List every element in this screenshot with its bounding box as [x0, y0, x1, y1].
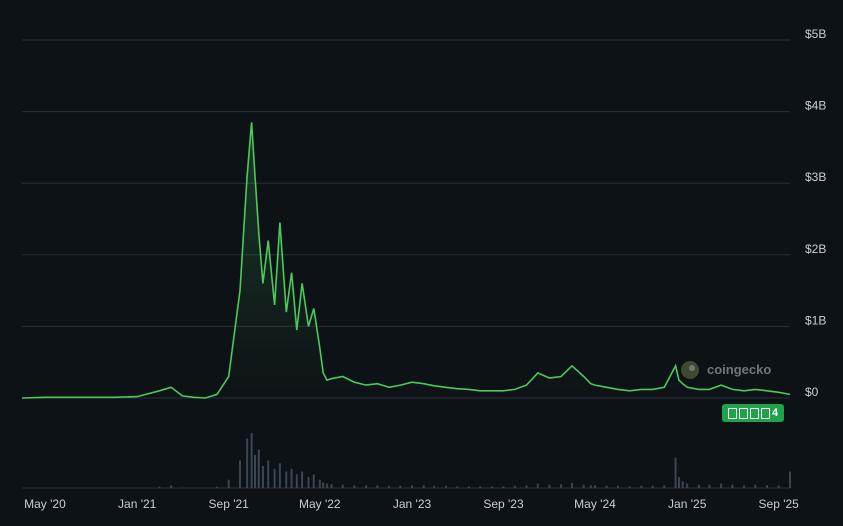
volume-bar — [301, 471, 304, 488]
volume-bar — [754, 484, 757, 488]
volume-bar — [376, 485, 379, 488]
x-tick-label: May '20 — [24, 497, 66, 511]
volume-bar — [250, 433, 253, 488]
volume-bar — [479, 486, 482, 488]
volume-bar — [246, 438, 249, 488]
volume-bar — [616, 485, 619, 488]
news-icon — [749, 407, 759, 419]
volume-bar — [681, 481, 684, 488]
volume-bar — [777, 485, 780, 488]
volume-bar — [257, 449, 260, 488]
volume-bar — [731, 484, 734, 488]
volume-bar — [677, 477, 680, 488]
volume-bar — [158, 486, 161, 488]
x-tick-label: Sep '21 — [209, 497, 250, 511]
volume-bar — [267, 460, 270, 488]
volume-bar — [589, 485, 592, 488]
watermark-text: coingecko — [707, 362, 771, 377]
coingecko-watermark: coingecko — [681, 361, 771, 379]
volume-bar — [490, 486, 493, 488]
y-tick-label: $4B — [805, 99, 826, 113]
volume-bar — [261, 466, 264, 488]
volume-bar — [285, 471, 288, 488]
volume-bar — [312, 474, 315, 488]
y-tick-label: $3B — [805, 170, 826, 184]
volume-bar — [651, 485, 654, 488]
volume-bar — [170, 485, 173, 488]
y-axis-labels: $0 $1B $2B $3B $4B $5B — [805, 27, 826, 399]
volume-bar — [720, 483, 723, 488]
volume-bar — [318, 479, 321, 488]
x-tick-label: Sep '23 — [483, 497, 524, 511]
y-tick-label: $5B — [805, 27, 826, 41]
x-tick-label: Sep '25 — [759, 497, 800, 511]
volume-bar — [593, 485, 596, 488]
y-tick-label: $1B — [805, 313, 826, 327]
volume-bar — [697, 484, 700, 488]
volume-bars — [158, 433, 791, 488]
volume-bar — [278, 463, 281, 488]
volume-bar — [330, 484, 333, 488]
volume-bar — [444, 485, 447, 488]
news-badge[interactable]: 4 — [722, 404, 784, 422]
volume-bar — [341, 484, 344, 488]
volume-bar — [238, 460, 241, 488]
volume-bar — [766, 485, 769, 488]
y-tick-label: $0 — [805, 385, 819, 399]
x-tick-label: Jan '23 — [393, 497, 432, 511]
volume-bar — [628, 486, 631, 488]
volume-bar — [686, 483, 689, 488]
volume-bar — [322, 482, 325, 488]
x-tick-label: Jan '21 — [118, 497, 157, 511]
volume-bar — [789, 471, 791, 488]
volume-bar — [640, 485, 643, 488]
x-tick-label: May '22 — [299, 497, 341, 511]
volume-bar — [560, 484, 563, 488]
volume-bar — [411, 485, 414, 488]
news-icon — [760, 407, 770, 419]
x-axis-labels: May '20 Jan '21 Sep '21 May '22 Jan '23 Sep '… — [24, 497, 799, 511]
volume-bar — [295, 474, 298, 488]
news-count: 4 — [771, 407, 779, 419]
x-tick-label: Jan '25 — [668, 497, 707, 511]
volume-bar — [388, 485, 391, 488]
volume-bar — [502, 486, 505, 488]
volume-bar — [674, 457, 677, 488]
x-tick-label: May '24 — [574, 497, 616, 511]
volume-bar — [456, 486, 459, 488]
volume-bar — [582, 484, 585, 488]
volume-bar — [365, 485, 368, 488]
volume-bar — [399, 485, 402, 488]
volume-bar — [290, 468, 293, 488]
volume-bar — [433, 485, 436, 488]
volume-bar — [422, 485, 425, 488]
market-cap-area — [22, 122, 790, 399]
volume-bar — [536, 483, 539, 488]
volume-bar — [325, 483, 328, 488]
volume-bar — [663, 485, 666, 488]
volume-bar — [307, 477, 310, 488]
volume-bar — [525, 485, 528, 488]
y-tick-label: $2B — [805, 242, 826, 256]
volume-bar — [605, 485, 608, 488]
volume-bar — [467, 486, 470, 488]
volume-bar — [181, 487, 184, 488]
volume-bar — [513, 485, 516, 488]
volume-bar — [708, 484, 711, 488]
volume-bar — [254, 455, 257, 488]
volume-bar — [548, 484, 551, 488]
market-cap-line — [21, 122, 791, 399]
volume-bar — [227, 479, 230, 488]
news-icon — [727, 407, 737, 419]
volume-bar — [353, 485, 356, 488]
volume-bar — [273, 468, 276, 488]
volume-bar — [216, 486, 219, 488]
volume-bar — [571, 483, 574, 488]
grid-lines — [22, 39, 790, 489]
volume-bar — [743, 485, 746, 488]
news-icon — [738, 407, 748, 419]
